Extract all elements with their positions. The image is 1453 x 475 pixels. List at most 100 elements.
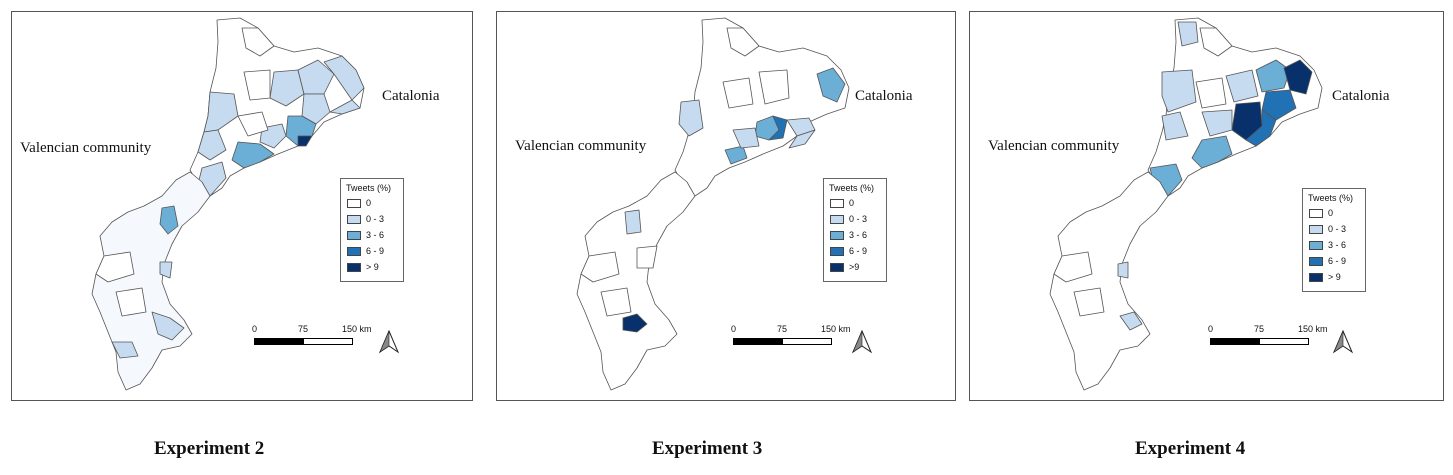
legend-item: 3 - 6	[1309, 239, 1346, 251]
district	[722, 77, 754, 109]
district	[732, 127, 760, 149]
district	[269, 69, 305, 107]
district	[115, 287, 147, 317]
catalonia-label: Catalonia	[382, 88, 440, 104]
legend-item: 0	[830, 197, 854, 209]
catalonia-label: Catalonia	[855, 88, 913, 104]
caption-experiment-4: Experiment 4	[1135, 438, 1246, 459]
district	[1225, 69, 1259, 103]
legend-item: > 9	[1309, 271, 1341, 283]
district	[111, 341, 139, 359]
scale-bar: 0 75 150 km	[250, 324, 380, 348]
legend-item: 0 - 3	[347, 213, 384, 225]
scale-tick: 75	[298, 324, 309, 334]
district	[1201, 109, 1233, 137]
map-panel-experiment-2: Catalonia Valencian community Tweets (%)…	[11, 11, 473, 401]
district	[1195, 77, 1227, 109]
district	[726, 27, 760, 57]
legend-item: 3 - 6	[347, 229, 384, 241]
district	[241, 27, 275, 57]
legend-title: Tweets (%)	[346, 183, 392, 193]
choropleth-map	[1049, 17, 1323, 391]
district	[197, 129, 227, 161]
legend-item: 6 - 9	[830, 245, 867, 257]
legend-title: Tweets (%)	[1308, 193, 1354, 203]
region-valencia	[91, 171, 211, 391]
district	[1073, 287, 1105, 317]
district	[301, 93, 331, 125]
district	[624, 209, 642, 235]
caption-experiment-2: Experiment 2	[154, 438, 265, 459]
district	[329, 99, 361, 115]
district	[1119, 311, 1143, 331]
district	[816, 67, 846, 103]
caption-experiment-3: Experiment 3	[652, 438, 763, 459]
map-panel-experiment-3: Catalonia Valencian community Tweets (%)…	[496, 11, 956, 401]
valencian-community-label: Valencian community	[988, 138, 1120, 154]
district	[95, 251, 135, 283]
district	[678, 99, 704, 137]
district	[323, 55, 365, 101]
district	[237, 111, 269, 137]
legend-item: 6 - 9	[1309, 255, 1346, 267]
legend: Tweets (%) 0 0 - 3 3 - 6 6 - 9 >9	[823, 178, 887, 282]
region-valencia	[576, 171, 696, 391]
district	[758, 69, 790, 105]
district	[1161, 69, 1197, 113]
region-valencia	[1049, 171, 1169, 391]
valencian-community-label: Valencian community	[515, 138, 647, 154]
district	[1261, 89, 1297, 121]
district	[1053, 251, 1093, 283]
legend-item: 0	[1309, 207, 1333, 219]
legend-item: 0 - 3	[1309, 223, 1346, 235]
district	[1245, 109, 1277, 147]
legend-item: 0 - 3	[830, 213, 867, 225]
scale-tick: 150 km	[821, 324, 851, 334]
district	[1191, 135, 1233, 169]
district	[243, 69, 271, 101]
valencian-community-label: Valencian community	[20, 140, 152, 156]
district	[768, 115, 788, 141]
scale-tick: 150 km	[342, 324, 372, 334]
region-catalonia	[674, 17, 850, 197]
district	[600, 287, 632, 317]
district	[580, 251, 620, 283]
scale-tick: 0	[252, 324, 258, 334]
scale-tick: 0	[731, 324, 737, 334]
legend-item: 3 - 6	[830, 229, 867, 241]
scale-tick: 75	[1254, 324, 1265, 334]
district	[1177, 21, 1199, 47]
district	[636, 245, 658, 269]
district	[724, 145, 748, 165]
district	[231, 141, 275, 169]
legend-item: 6 - 9	[347, 245, 384, 257]
north-arrow-icon	[851, 330, 873, 354]
choropleth-map	[91, 17, 365, 391]
district	[622, 313, 648, 333]
district	[1199, 27, 1233, 57]
legend-item: 0	[347, 197, 371, 209]
district	[159, 261, 173, 279]
district	[297, 59, 335, 95]
district	[151, 311, 185, 341]
scale-bar: 0 75 150 km	[1206, 324, 1336, 348]
district	[1161, 111, 1189, 141]
choropleth-map	[576, 17, 850, 391]
scale-tick: 150 km	[1298, 324, 1328, 334]
legend: Tweets (%) 0 0 - 3 3 - 6 6 - 9 > 9	[1302, 188, 1366, 292]
district	[1283, 59, 1313, 95]
legend-title: Tweets (%)	[829, 183, 875, 193]
legend-item: > 9	[347, 261, 379, 273]
catalonia-label: Catalonia	[1332, 88, 1390, 104]
map-panel-experiment-4: Catalonia Valencian community Tweets (%)…	[969, 11, 1444, 401]
legend-item: >9	[830, 261, 859, 273]
legend: Tweets (%) 0 0 - 3 3 - 6 6 - 9 > 9	[340, 178, 404, 282]
scale-tick: 75	[777, 324, 788, 334]
district	[1117, 261, 1129, 279]
scale-bar: 0 75 150 km	[729, 324, 859, 348]
district	[297, 135, 313, 147]
district	[159, 205, 179, 235]
scale-tick: 0	[1208, 324, 1214, 334]
north-arrow-icon	[378, 330, 400, 354]
district	[788, 129, 816, 149]
